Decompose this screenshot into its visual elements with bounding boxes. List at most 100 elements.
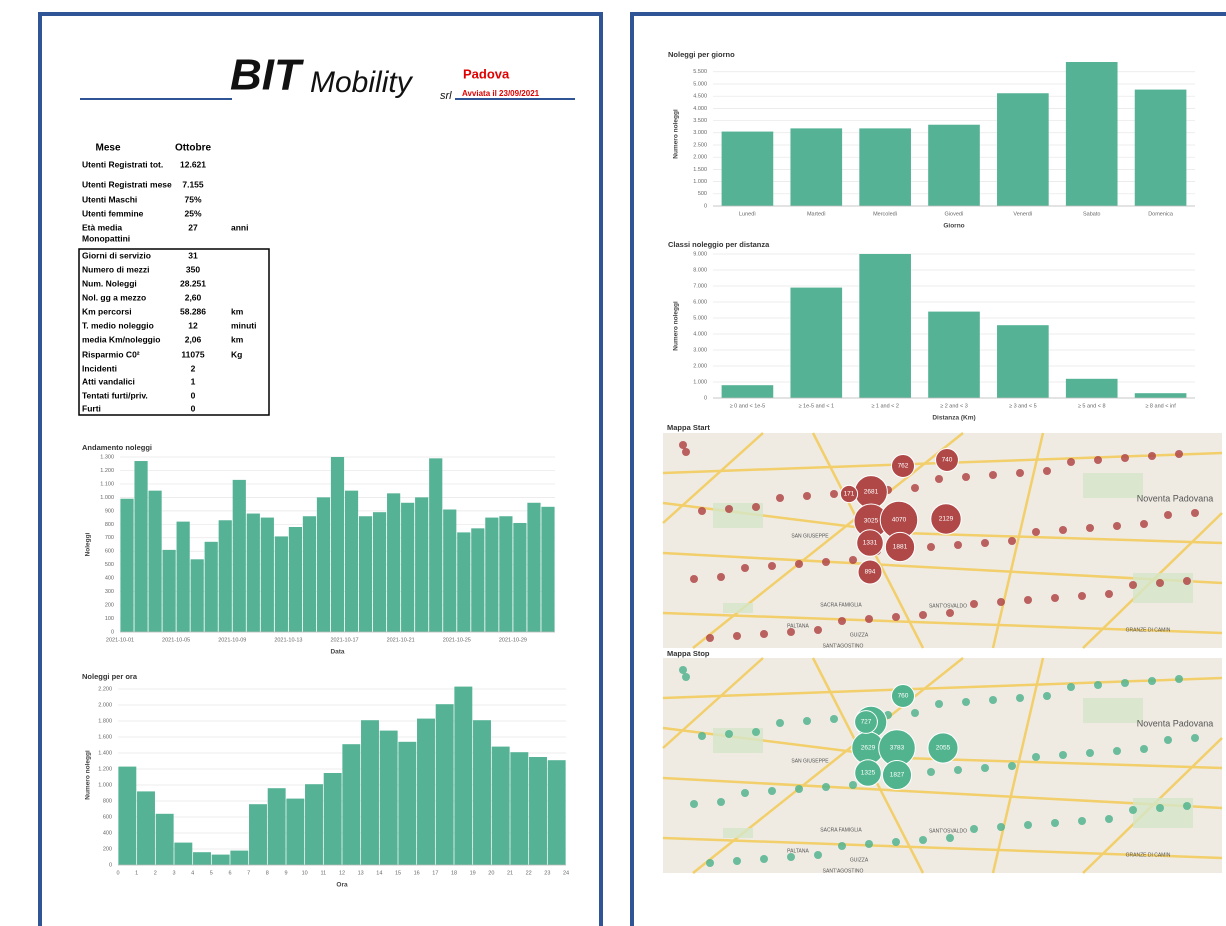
y-tick-label: 2.000 (98, 702, 112, 708)
city: Padova (463, 66, 510, 81)
bar (928, 125, 980, 206)
bar (859, 254, 911, 398)
bar (510, 752, 528, 865)
map-dot (760, 855, 768, 863)
map-dot (814, 626, 822, 634)
x-tick-label: Venerdì (1013, 211, 1032, 217)
place-label: Noventa Padovana (1137, 718, 1214, 728)
x-tick-label: 16 (414, 870, 420, 876)
place-label: SANT'AGOSTINO (823, 868, 864, 874)
x-tick-label: Domenica (1148, 211, 1174, 217)
map-dot (741, 564, 749, 572)
map-dot (1078, 592, 1086, 600)
page: BIT Mobility srl Padova Avviata il 23/09… (0, 0, 1226, 926)
bar (859, 128, 911, 206)
x-tick-label: 19 (470, 870, 476, 876)
bar (359, 516, 372, 632)
place-label: GUIZZA (850, 632, 869, 638)
bar (1066, 379, 1118, 398)
y-tick-label: 8.000 (693, 267, 707, 273)
y-tick-label: 5.000 (693, 315, 707, 321)
stats-unit: Kg (231, 349, 242, 359)
cluster-label: 740 (942, 457, 953, 464)
y-tick-label: 600 (105, 549, 114, 555)
stats-value: 7.155 (182, 179, 204, 189)
y-tick-label: 7.000 (693, 283, 707, 289)
x-tick-label: Sabato (1083, 211, 1100, 217)
map-dot (768, 787, 776, 795)
cluster-label: 3025 (864, 518, 879, 525)
map-dot (1094, 681, 1102, 689)
stats-value: 2,60 (185, 292, 202, 302)
map-dot (1043, 692, 1051, 700)
map-dot (1105, 815, 1113, 823)
park (1133, 798, 1193, 828)
map-dot (1059, 526, 1067, 534)
x-tick-label: 4 (191, 870, 194, 876)
y-tick-label: 1.100 (100, 481, 114, 487)
x-tick-label: 22 (526, 870, 532, 876)
bar (401, 503, 414, 632)
x-tick-label: 17 (432, 870, 438, 876)
stats-label: Num. Noleggi (82, 278, 137, 288)
stats-value: 28.251 (180, 278, 206, 288)
place-label: SACRA FAMIGLIA (820, 602, 862, 608)
x-tick-label: ≥ 2 and < 3 (940, 403, 968, 409)
map-dot (838, 842, 846, 850)
place-label: GUIZZA (850, 857, 869, 863)
y-tick-label: 1.200 (98, 766, 112, 772)
cluster-label: 1325 (861, 770, 876, 777)
y-tick-label: 3.000 (693, 130, 707, 136)
map-dot (970, 825, 978, 833)
x-tick-label: ≥ 1 and < 2 (871, 403, 899, 409)
cluster-label: 171 (844, 491, 855, 498)
map-dot (1051, 819, 1059, 827)
stats-label: Risparmio C0² (82, 349, 140, 359)
x-tick-label: 7 (247, 870, 250, 876)
bar (527, 503, 540, 632)
bar (163, 550, 176, 632)
bar (174, 843, 192, 865)
map-dot (698, 507, 706, 515)
x-tick-label: 2021-10-25 (443, 637, 471, 643)
place-label: Noventa Padovana (1137, 493, 1214, 503)
bar (790, 288, 842, 398)
bar (415, 497, 428, 632)
map-dot (1164, 511, 1172, 519)
map-dot (935, 700, 943, 708)
bar (492, 747, 510, 865)
y-tick-label: 200 (103, 846, 112, 852)
map-dot (1051, 594, 1059, 602)
map-dot (989, 471, 997, 479)
stats-label: Utenti femmine (82, 208, 144, 218)
map-dot (706, 634, 714, 642)
chart-title: Noleggi per ora (82, 672, 138, 681)
map-dot (1164, 736, 1172, 744)
map-dot (1043, 467, 1051, 475)
x-tick-label: ≥ 1e-5 and < 1 (798, 403, 834, 409)
x-tick-label: 9 (284, 870, 287, 876)
map-dot (795, 560, 803, 568)
x-tick-label: ≥ 0 and < 1e-5 (730, 403, 766, 409)
x-tick-label: 18 (451, 870, 457, 876)
x-tick-label: 2021-10-29 (499, 637, 527, 643)
map-dot (822, 558, 830, 566)
stats-label: Utenti Maschi (82, 194, 137, 204)
bar (331, 457, 344, 632)
stats-value: 1 (191, 376, 196, 386)
bar (457, 532, 470, 632)
place-label: GRANZE DI CAMIN (1126, 852, 1171, 858)
map: SAN GIUSEPPESACRA FAMIGLIASANT'OSVALDOPA… (663, 433, 1222, 649)
logo-suffix: srl (440, 90, 452, 102)
bar (548, 760, 566, 865)
map-dot (776, 719, 784, 727)
logo: BIT (230, 51, 304, 100)
stats-value: 350 (186, 264, 200, 274)
bar (997, 93, 1049, 206)
y-tick-label: 1.800 (98, 718, 112, 724)
map-dot (865, 840, 873, 848)
map-dot (1113, 522, 1121, 530)
map-dot (733, 632, 741, 640)
y-tick-label: 5.500 (693, 69, 707, 75)
x-tick-label: Giovedì (945, 211, 964, 217)
